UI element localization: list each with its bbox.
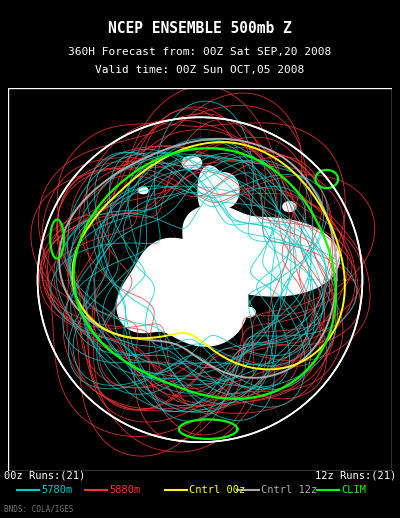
Polygon shape [242, 307, 255, 317]
Text: NCEP ENSEMBLE 500mb Z: NCEP ENSEMBLE 500mb Z [108, 21, 292, 36]
Polygon shape [182, 156, 202, 169]
Text: 00z Runs:(21): 00z Runs:(21) [4, 470, 85, 481]
Polygon shape [283, 202, 296, 211]
Text: 12z Runs:(21): 12z Runs:(21) [315, 470, 396, 481]
Polygon shape [117, 238, 248, 346]
Text: Valid time: 00Z Sun OCT,05 2008: Valid time: 00Z Sun OCT,05 2008 [95, 65, 305, 75]
Text: Cntrl 00z: Cntrl 00z [189, 484, 245, 495]
Text: CLIM: CLIM [341, 484, 366, 495]
Polygon shape [138, 187, 148, 194]
Text: 5780m: 5780m [41, 484, 72, 495]
Text: 5880m: 5880m [109, 484, 140, 495]
Polygon shape [198, 166, 239, 214]
Text: 360H Forecast from: 00Z Sat SEP,20 2008: 360H Forecast from: 00Z Sat SEP,20 2008 [68, 47, 332, 57]
Text: BNDS: COLA/IGES: BNDS: COLA/IGES [4, 504, 73, 513]
Polygon shape [183, 206, 340, 296]
Text: Cntrl 12z: Cntrl 12z [261, 484, 317, 495]
